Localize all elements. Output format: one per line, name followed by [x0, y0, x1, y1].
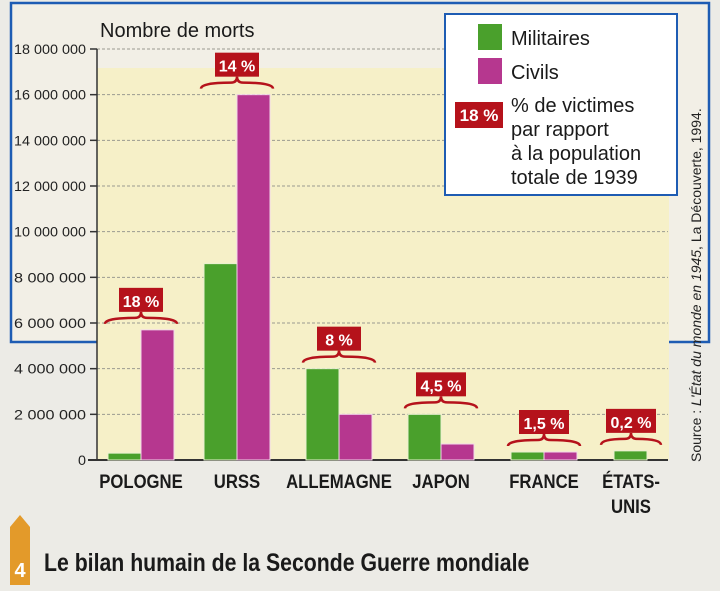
percent-label: 8 %: [325, 333, 353, 350]
category-label: UNIS: [611, 496, 651, 517]
y-tick-label: 6 000 000: [14, 315, 86, 331]
legend-percent-text: % de victimes: [511, 95, 634, 117]
percent-label: 4,5 %: [421, 378, 462, 395]
percent-badge: [416, 372, 466, 397]
legend-swatch-civils: [478, 58, 502, 84]
source-note: Source : L'État du monde en 1945, La Déc…: [688, 108, 704, 462]
bar-militaires: [203, 263, 238, 461]
percent-label: 18 %: [123, 294, 159, 311]
percent-badge: [519, 410, 569, 435]
y-tick-label: 0: [78, 452, 86, 468]
bar-militaires: [407, 413, 442, 461]
bar-civils: [440, 443, 475, 461]
category-label: ALLEMAGNE: [286, 471, 392, 492]
bar-militaires: [107, 452, 142, 461]
y-tick-label: 12 000 000: [14, 178, 86, 194]
y-tick-label: 4 000 000: [14, 361, 86, 377]
legend-swatch-militaires: [478, 24, 502, 50]
percent-brace: [199, 76, 275, 90]
bar-civils: [338, 413, 373, 461]
legend-label-militaires: Militaires: [511, 28, 590, 50]
y-tick-label: 18 000 000: [14, 41, 86, 57]
figure-number: 4: [14, 560, 26, 582]
percent-label: 14 %: [219, 59, 255, 76]
percent-badge: [317, 326, 361, 351]
y-axis-title: Nombre de morts: [100, 20, 255, 42]
legend-percent-text: à la population: [511, 143, 641, 165]
category-label: JAPON: [412, 471, 470, 492]
bar-militaires: [305, 368, 340, 461]
legend-percent-sample: 18 %: [460, 106, 499, 125]
legend-percent-badge: [455, 102, 503, 128]
figure-caption: Le bilan humain de la Seconde Guerre mon…: [44, 549, 530, 577]
percent-label: 0,2 %: [611, 415, 652, 432]
percent-badge: [606, 408, 656, 433]
percent-label: 1,5 %: [524, 416, 565, 433]
y-tick-label: 2 000 000: [14, 406, 86, 422]
legend-percent-text: totale de 1939: [511, 167, 638, 189]
y-tick-label: 14 000 000: [14, 132, 86, 148]
percent-badge: [215, 52, 259, 77]
legend-percent-text: par rapport: [511, 119, 609, 141]
percent-badge: [119, 287, 163, 312]
percent-brace: [599, 432, 663, 446]
bar-civils: [236, 94, 271, 461]
y-tick-label: 10 000 000: [14, 224, 86, 240]
legend-label-civils: Civils: [511, 62, 559, 84]
figure-number-badge: 4: [10, 515, 30, 585]
bar-militaires: [510, 451, 545, 461]
bar-civils: [543, 451, 578, 461]
bar-militaires: [613, 450, 648, 461]
category-label: FRANCE: [509, 471, 579, 492]
y-tick-label: 8 000 000: [14, 269, 86, 285]
y-tick-label: 16 000 000: [14, 87, 86, 103]
percent-brace: [301, 350, 377, 364]
category-label: ÉTATS-: [602, 470, 660, 492]
bar-civils: [140, 329, 175, 461]
category-label: POLOGNE: [99, 471, 183, 492]
category-label: URSS: [214, 471, 260, 492]
